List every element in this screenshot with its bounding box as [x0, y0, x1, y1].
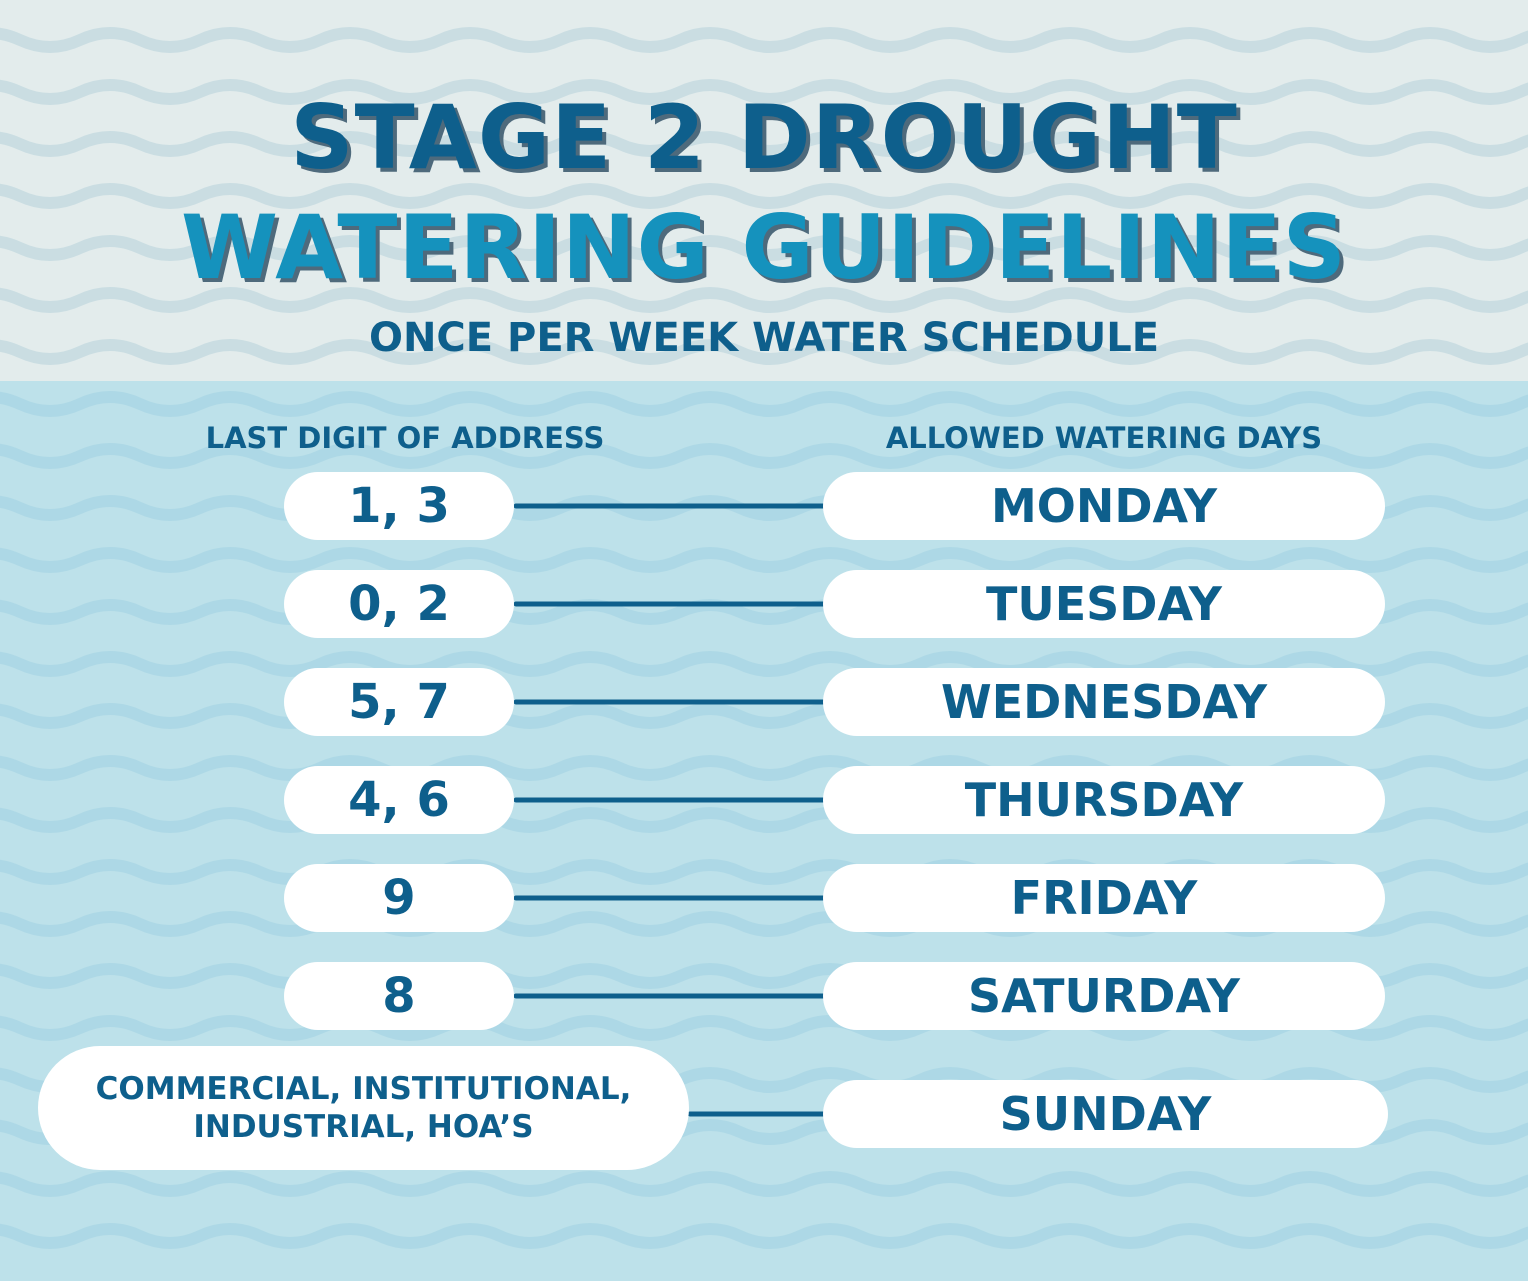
digits-pill-friday: 9: [284, 864, 514, 932]
day-pill-saturday: SATURDAY: [823, 962, 1385, 1030]
day-pill-tuesday: TUESDAY: [823, 570, 1385, 638]
wave-line: [0, 27, 1528, 53]
category-label-line-2: INDUSTRIAL, HOA’S: [193, 1109, 534, 1145]
title-line-1: STAGE 2 DROUGHT: [290, 86, 1238, 189]
wave-line: [0, 391, 1528, 417]
day-pill-wednesday: WEDNESDAY: [823, 668, 1385, 736]
category-label-line-1: COMMERCIAL, INSTITUTIONAL,: [95, 1071, 632, 1107]
digits-pill-saturday: 8: [284, 962, 514, 1030]
top-band: [0, 0, 1528, 381]
wave-line: [0, 1015, 1528, 1041]
day-pill-sunday: SUNDAY: [823, 1080, 1388, 1148]
subtitle: ONCE PER WEEK WATER SCHEDULE: [368, 315, 1160, 361]
digits-pill-tuesday: 0, 2: [284, 570, 514, 638]
day-pill-friday: FRIDAY: [823, 864, 1385, 932]
wave-line: [0, 131, 1528, 157]
day-pill-thursday: THURSDAY: [823, 766, 1385, 834]
digits-pill-wednesday: 5, 7: [284, 668, 514, 736]
category-pill-sunday: COMMERCIAL, INSTITUTIONAL, INDUSTRIAL, H…: [38, 1046, 689, 1170]
header-watering-days: ALLOWED WATERING DAYS: [885, 421, 1323, 455]
wave-line: [0, 339, 1528, 365]
title-line-2: WATERING GUIDELINES: [180, 196, 1348, 299]
wave-line: [0, 183, 1528, 209]
wave-line: [0, 79, 1528, 105]
header-last-digit: LAST DIGIT OF ADDRESS: [205, 421, 605, 455]
digits-pill-monday: 1, 3: [284, 472, 514, 540]
wave-line: [0, 235, 1528, 261]
digits-pill-thursday: 4, 6: [284, 766, 514, 834]
wave-line: [0, 443, 1528, 469]
wave-line: [0, 1223, 1528, 1249]
wave-line: [0, 287, 1528, 313]
day-pill-monday: MONDAY: [823, 472, 1385, 540]
wave-line: [0, 1171, 1528, 1197]
wave-line: [0, 547, 1528, 573]
